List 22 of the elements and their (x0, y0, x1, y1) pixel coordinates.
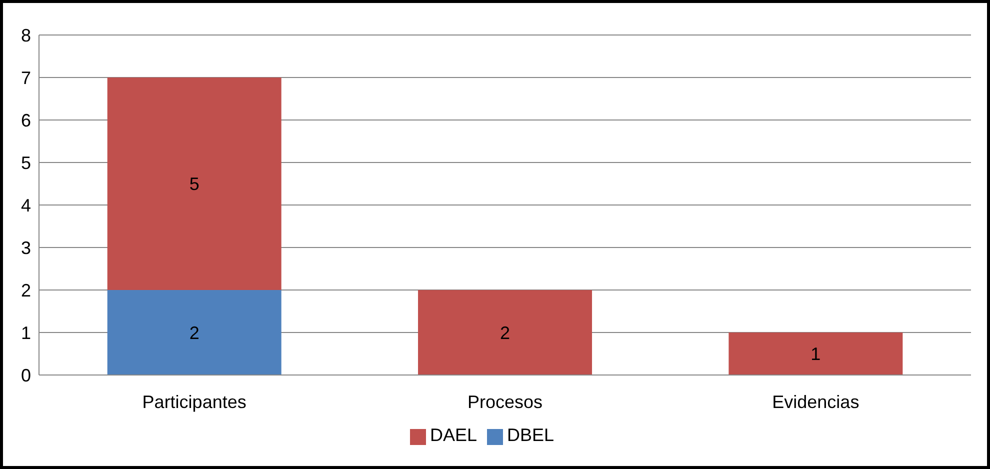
bar (728, 332, 903, 375)
y-tick-label: 6 (20, 110, 31, 130)
legend-label: DBEL (507, 425, 554, 445)
x-tick-label: Participantes (142, 392, 246, 412)
bar (418, 290, 592, 375)
x-tick-label: Procesos (467, 392, 543, 412)
y-tick-label: 8 (20, 25, 31, 46)
bar (107, 290, 282, 375)
data-label: 2 (189, 322, 200, 343)
y-tick-label: 4 (20, 195, 31, 216)
y-tick-label: 0 (20, 365, 31, 386)
y-tick-label: 2 (20, 280, 31, 300)
legend-label: DAEL (430, 425, 477, 445)
data-label: 5 (189, 174, 200, 194)
y-tick-label: 5 (20, 152, 31, 173)
y-tick-label: 1 (20, 322, 31, 343)
bar (107, 78, 282, 290)
y-tick-label: 3 (20, 238, 31, 258)
data-label: 2 (500, 322, 510, 343)
data-label: 1 (810, 344, 821, 364)
x-tick-label: Evidencias (772, 392, 860, 412)
y-tick-label: 7 (20, 68, 31, 88)
